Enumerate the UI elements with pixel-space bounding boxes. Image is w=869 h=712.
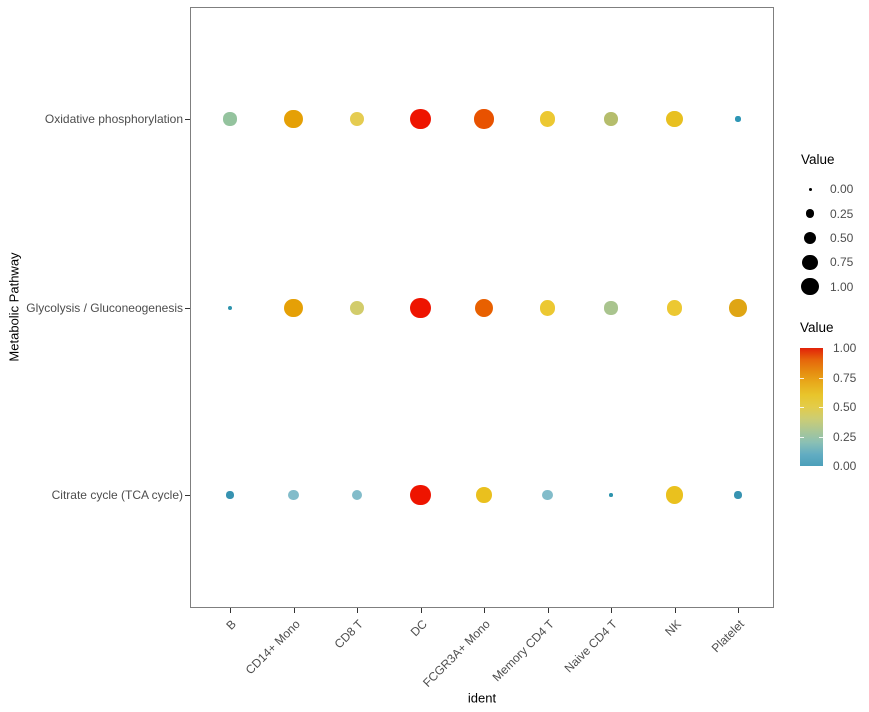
dot	[539, 111, 556, 127]
dot	[349, 300, 365, 316]
size-legend-dot	[801, 278, 819, 296]
dot	[349, 111, 365, 127]
x-axis-tick	[230, 608, 232, 613]
dot	[734, 491, 742, 499]
y-axis-tick	[185, 119, 190, 121]
x-axis-tick	[547, 608, 549, 613]
size-legend-item: 0.50	[801, 226, 853, 250]
size-legend-item: 1.00	[801, 275, 853, 299]
dot	[226, 491, 234, 499]
dot	[284, 109, 303, 129]
y-axis-tick	[185, 495, 190, 497]
colorbar-label: 0.75	[833, 370, 857, 385]
dot	[474, 298, 494, 318]
dot	[227, 305, 233, 311]
size-legend-dot-cell	[801, 209, 819, 218]
x-axis-tick	[738, 608, 740, 613]
size-legend-item: 0.25	[801, 201, 853, 225]
size-legend-items: 0.00 0.25 0.50 0.75 1.00	[801, 177, 853, 299]
colorbar-label: 0.00	[833, 459, 857, 473]
colorbar-tick	[819, 436, 823, 438]
dot	[410, 484, 431, 506]
colorbar	[800, 348, 823, 466]
dot	[410, 297, 431, 319]
colorbar-label: 0.50	[833, 400, 857, 414]
size-legend-dot	[803, 231, 817, 245]
y-tick-label: Oxidative phosphorylation	[44, 112, 183, 126]
dot	[609, 493, 613, 497]
size-legend-dot-cell	[801, 231, 819, 245]
colorbar-wrap: 1.00 0.75 0.50 0.25 0.00	[800, 341, 868, 475]
size-legend-label: 0.75	[830, 255, 854, 270]
size-legend-label: 0.00	[830, 182, 854, 197]
x-axis-tick	[357, 608, 359, 613]
x-axis-tick	[611, 608, 613, 613]
dot	[666, 110, 683, 128]
dot	[474, 109, 494, 129]
size-legend: Value 0.00 0.25 0.50 0.75 1.00	[801, 152, 853, 299]
dot	[539, 300, 556, 316]
color-legend: Value 1.00 0.75 0.50 0.25 0.00	[800, 320, 868, 475]
size-legend-item: 0.00	[801, 177, 853, 201]
dot	[542, 489, 553, 501]
y-axis-tick	[185, 308, 190, 310]
size-legend-dot	[802, 254, 818, 270]
dot	[604, 301, 618, 315]
x-axis-tick	[674, 608, 676, 613]
dot	[284, 298, 303, 318]
dot	[351, 489, 363, 501]
size-legend-label: 1.00	[830, 279, 854, 294]
size-legend-dot	[805, 209, 815, 218]
x-axis-tick	[484, 608, 486, 613]
colorbar-tick	[800, 407, 804, 409]
dot	[666, 300, 683, 316]
y-tick-label: Glycolysis / Gluconeogenesis	[26, 301, 183, 315]
dot	[735, 116, 741, 122]
dot	[288, 489, 299, 501]
size-legend-dot	[808, 187, 812, 191]
size-legend-dot-cell	[801, 187, 819, 191]
colorbar-label: 1.00	[833, 341, 857, 355]
y-tick-label: Citrate cycle (TCA cycle)	[51, 488, 183, 502]
x-axis-tick	[420, 608, 422, 613]
colorbar-label: 0.25	[833, 429, 857, 444]
colorbar-tick	[819, 377, 823, 379]
size-legend-dot-cell	[801, 278, 819, 296]
size-legend-item: 0.75	[801, 250, 853, 274]
x-axis-title: ident	[467, 690, 497, 706]
dot	[729, 299, 747, 317]
size-legend-label: 0.50	[830, 230, 854, 245]
x-axis-tick	[293, 608, 295, 613]
dot	[665, 486, 684, 504]
colorbar-tick	[819, 407, 823, 409]
size-legend-title: Value	[801, 152, 835, 167]
size-legend-label: 0.25	[830, 206, 854, 221]
dot	[476, 487, 492, 503]
dot	[223, 112, 237, 126]
size-legend-dot-cell	[801, 254, 819, 270]
dot	[410, 108, 431, 130]
colorbar-tick	[800, 436, 804, 438]
dot	[604, 112, 618, 126]
color-legend-title: Value	[800, 320, 834, 335]
colorbar-tick	[800, 377, 804, 379]
